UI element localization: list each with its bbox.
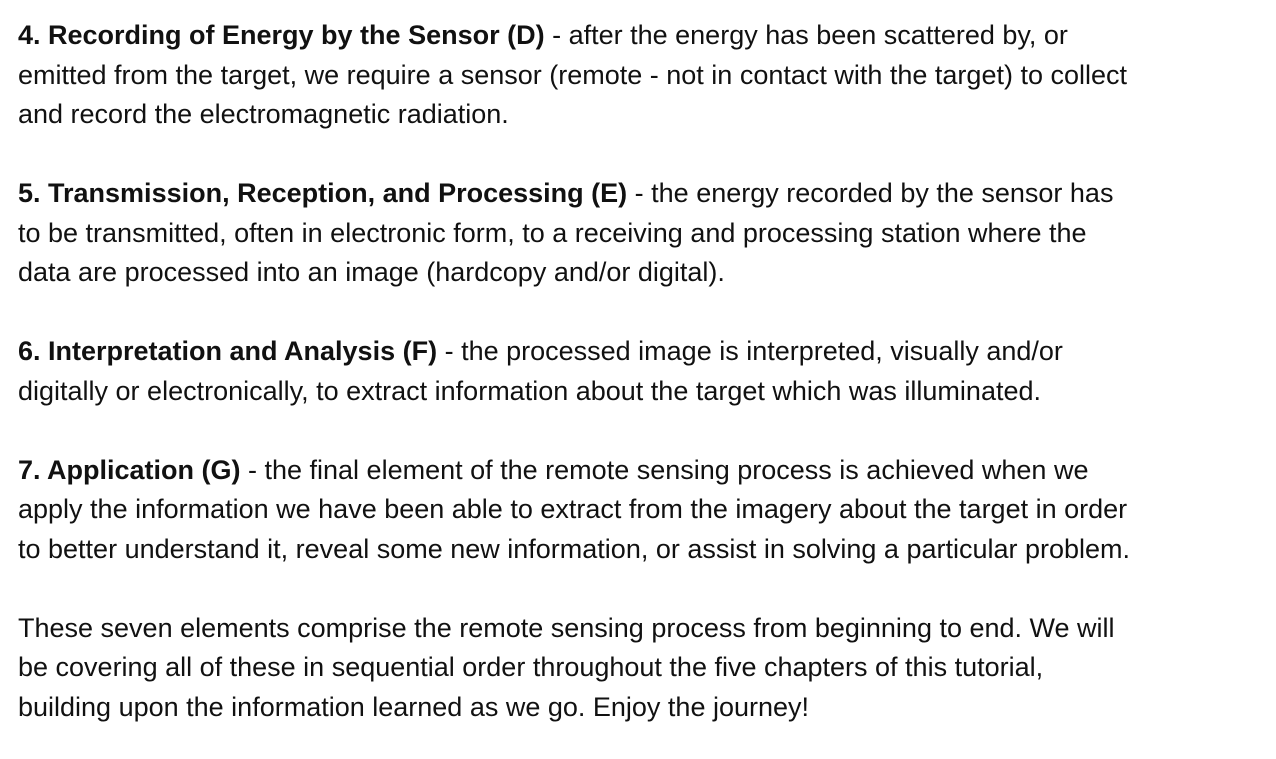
section-text-line: - the processed image is interpreted, vi…	[437, 336, 1063, 366]
section-heading: 7. Application (G)	[18, 454, 241, 485]
section-text-line: - the final element of the remote sensin…	[240, 454, 1089, 485]
section-interpretation: 6. Interpretation and Analysis (F) - the…	[18, 332, 1258, 411]
section-heading: 5. Transmission, Reception, and Processi…	[18, 178, 628, 208]
closing-text-line: These seven elements comprise the remote…	[18, 612, 1115, 643]
section-text-line: digitally or electronically, to extract …	[18, 375, 1041, 406]
section-heading: 6. Interpretation and Analysis (F)	[18, 336, 438, 366]
closing-paragraph: These seven elements comprise the remote…	[18, 609, 1258, 728]
section-recording: 4. Recording of Energy by the Sensor (D)…	[18, 16, 1258, 135]
section-text-line: - the energy recorded by the sensor has	[627, 178, 1114, 208]
section-text-line: to be transmitted, often in electronic f…	[18, 217, 1087, 248]
section-text-line: emitted from the target, we require a se…	[18, 59, 1128, 90]
section-heading: 4. Recording of Energy by the Sensor (D)	[18, 20, 545, 50]
section-text-line: and record the electromagnetic radiation…	[18, 99, 509, 129]
section-text-line: to better understand it, reveal some new…	[18, 533, 1131, 564]
section-transmission: 5. Transmission, Reception, and Processi…	[18, 174, 1258, 293]
closing-text-line: building upon the information learned as…	[18, 691, 810, 722]
closing-text-line: be covering all of these in sequential o…	[18, 652, 1044, 682]
section-application: 7. Application (G) - the final element o…	[18, 451, 1258, 570]
section-text-line: data are processed into an image (hardco…	[18, 257, 725, 287]
section-text-line: - after the energy has been scattered by…	[544, 20, 1068, 50]
section-text-line: apply the information we have been able …	[18, 494, 1128, 524]
